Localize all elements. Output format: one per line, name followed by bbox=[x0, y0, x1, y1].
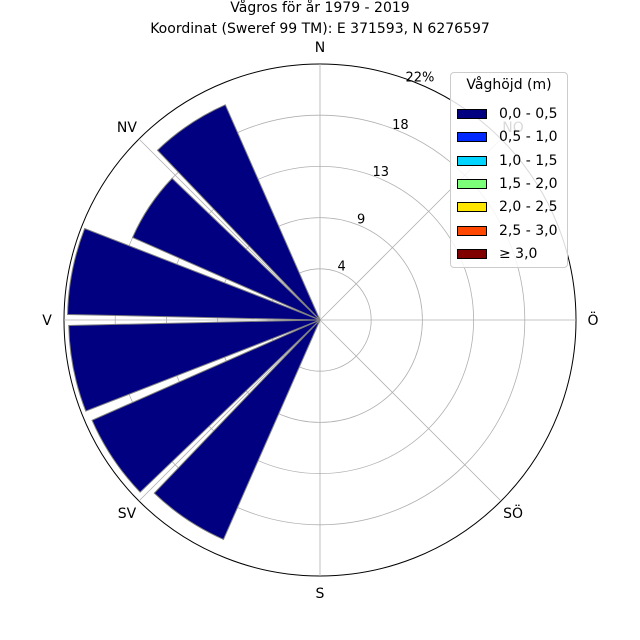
legend-swatch bbox=[457, 225, 487, 236]
legend-swatch bbox=[457, 109, 487, 119]
bar-segment bbox=[68, 319, 321, 412]
legend-swatch bbox=[457, 132, 487, 143]
radial-tick-label: 9 bbox=[357, 212, 365, 227]
legend-swatch bbox=[457, 202, 487, 213]
legend-title: Våghöjd (m) bbox=[466, 77, 552, 93]
bar-segment bbox=[131, 177, 321, 321]
radial-tick-label: 22% bbox=[406, 70, 435, 85]
radial-tick-label: 13 bbox=[373, 165, 390, 180]
legend-label: 1,0 - 1,5 bbox=[499, 152, 558, 169]
bar-segment bbox=[91, 319, 321, 493]
radial-tick-label: 4 bbox=[337, 260, 345, 275]
bar-segment bbox=[156, 104, 321, 321]
legend-item: 2,0 - 2,5 bbox=[457, 198, 557, 216]
legend-label: 1,5 - 2,0 bbox=[499, 175, 558, 192]
direction-label: N bbox=[315, 40, 325, 56]
legend-label: 2,5 - 3,0 bbox=[499, 222, 558, 239]
legend-item: ≥ 3,0 bbox=[457, 245, 537, 263]
legend-label: ≥ 3,0 bbox=[499, 245, 538, 262]
direction-label: V bbox=[42, 313, 52, 329]
legend-swatch bbox=[457, 178, 487, 189]
grid-spoke bbox=[138, 138, 321, 321]
polar-grid bbox=[63, 63, 577, 577]
bars bbox=[67, 104, 321, 541]
legend: Våghöjd (m) 0,0 - 0,5 0,5 - 1,0 1,0 - 1,5 1… bbox=[450, 72, 568, 268]
legend-item: 1,5 - 2,0 bbox=[457, 175, 557, 193]
legend-label: 0,0 - 0,5 bbox=[499, 106, 558, 122]
direction-label: Ö bbox=[587, 311, 598, 329]
bar-segment bbox=[153, 319, 321, 541]
legend-item: 1,0 - 1,5 bbox=[457, 152, 557, 170]
legend-item: 0,0 - 0,5 bbox=[457, 105, 557, 123]
legend-label: 0,5 - 1,0 bbox=[499, 129, 558, 146]
grid-spoke bbox=[138, 319, 321, 502]
direction-label: S bbox=[316, 586, 325, 602]
direction-label: NV bbox=[117, 120, 137, 136]
grid-spoke bbox=[319, 319, 502, 502]
radial-tick-labels: 4 9 13 18 22% bbox=[337, 70, 434, 274]
bar-segment bbox=[67, 227, 321, 321]
chart-subtitle: Koordinat (Sweref 99 TM): E 371593, N 62… bbox=[150, 21, 490, 37]
chart-title: Vågros för år 1979 - 2019 bbox=[230, 0, 409, 16]
direction-label: SV bbox=[118, 506, 137, 522]
radial-tick-label: 18 bbox=[392, 118, 409, 133]
legend-label: 2,0 - 2,5 bbox=[499, 199, 558, 216]
legend-item: 2,5 - 3,0 bbox=[457, 222, 557, 240]
legend-item: 0,5 - 1,0 bbox=[457, 128, 557, 146]
direction-label: SÖ bbox=[503, 504, 523, 522]
legend-swatch bbox=[457, 248, 487, 259]
legend-swatch bbox=[457, 155, 487, 166]
